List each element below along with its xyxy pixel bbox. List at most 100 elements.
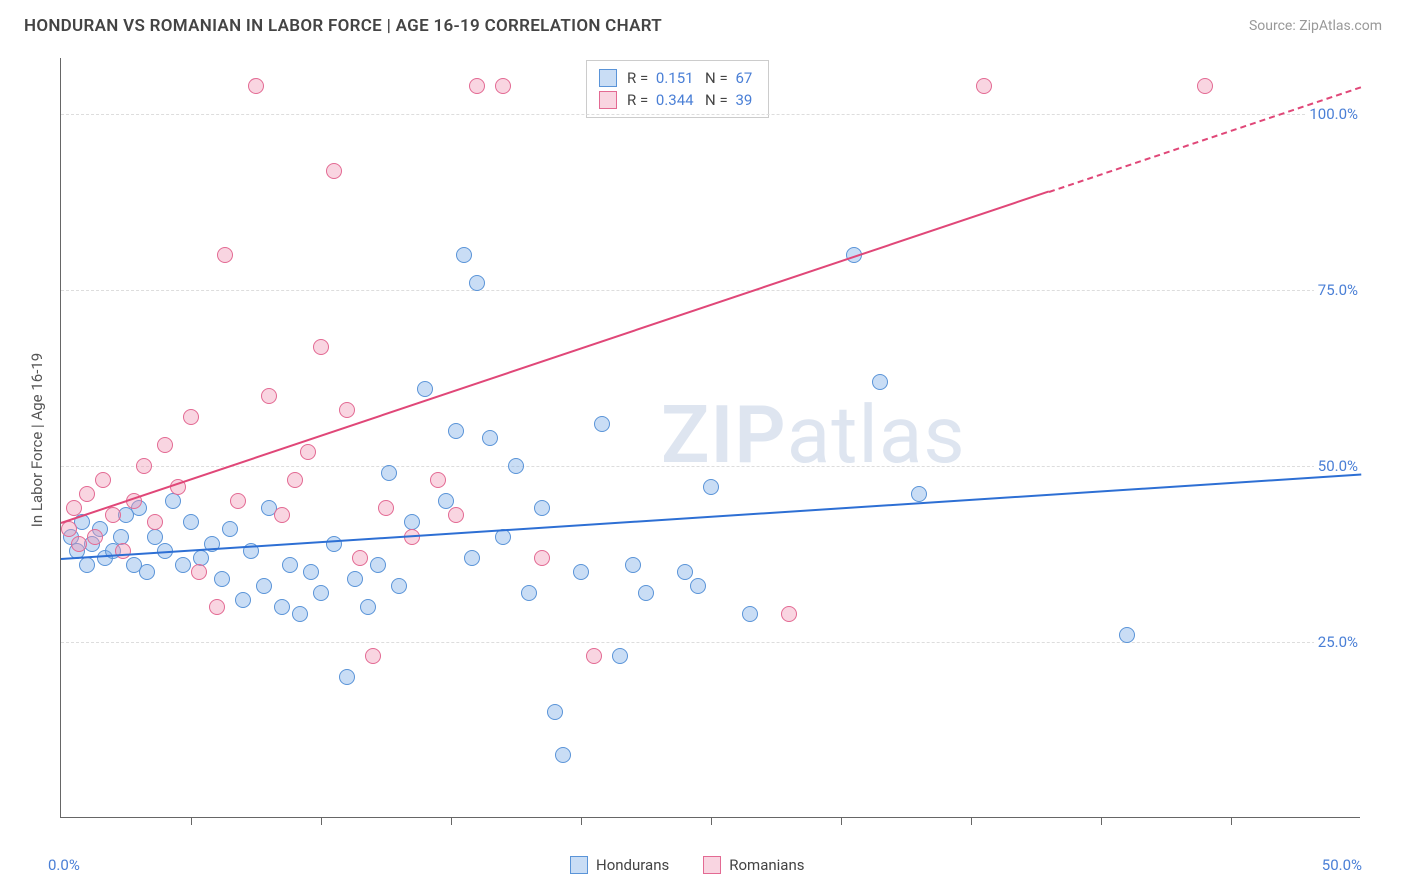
data-point [248,78,264,94]
gridline [61,466,1360,467]
data-point [438,493,454,509]
data-point [230,493,246,509]
gridline [61,114,1360,115]
data-point [1119,627,1135,643]
data-point [217,247,233,263]
data-point [139,564,155,580]
trend-line [1049,86,1362,193]
data-point [638,585,654,601]
data-point [183,409,199,425]
data-point [209,599,225,615]
legend: Hondurans Romanians [570,856,804,874]
data-point [326,536,342,552]
data-point [534,550,550,566]
data-point [274,599,290,615]
data-point [703,479,719,495]
data-point [555,747,571,763]
data-point [313,339,329,355]
scatter-plot: ZIPatlas R = 0.151 N = 67R = 0.344 N = 3… [60,58,1360,818]
data-point [482,430,498,446]
data-point [742,606,758,622]
x-tick [1101,817,1102,825]
x-axis-origin: 0.0% [48,856,80,874]
gridline [61,290,1360,291]
data-point [448,423,464,439]
data-point [469,78,485,94]
data-point [157,437,173,453]
data-point [495,78,511,94]
legend-item: Romanians [703,856,804,874]
data-point [282,557,298,573]
data-point [256,578,272,594]
data-point [976,78,992,94]
data-point [191,564,207,580]
data-point [1197,78,1213,94]
chart-title: HONDURAN VS ROMANIAN IN LABOR FORCE | AG… [24,16,662,36]
data-point [352,550,368,566]
data-point [547,704,563,720]
data-point [175,557,191,573]
data-point [274,507,290,523]
x-tick [841,817,842,825]
data-point [339,669,355,685]
data-point [292,606,308,622]
data-point [347,571,363,587]
data-point [95,472,111,488]
x-tick [191,817,192,825]
data-point [105,507,121,523]
data-point [417,381,433,397]
data-point [61,521,77,537]
data-point [612,648,628,664]
data-point [87,529,103,545]
data-point [781,606,797,622]
legend-swatch [703,856,721,874]
data-point [313,585,329,601]
data-point [79,557,95,573]
data-point [456,247,472,263]
data-point [235,592,251,608]
data-point [508,458,524,474]
data-point [326,163,342,179]
data-point [378,500,394,516]
data-point [586,648,602,664]
y-axis-label: In Labor Force | Age 16-19 [28,353,46,527]
data-point [690,578,706,594]
trend-line [61,191,1050,524]
x-tick [451,817,452,825]
data-point [370,557,386,573]
x-tick [711,817,712,825]
x-axis-max: 50.0% [1322,856,1362,874]
x-tick [971,817,972,825]
data-point [430,472,446,488]
data-point [261,388,277,404]
data-point [303,564,319,580]
data-point [300,444,316,460]
data-point [66,500,82,516]
watermark: ZIPatlas [661,388,966,482]
y-tick-label: 50.0% [1314,457,1362,475]
legend-swatch [570,856,588,874]
data-point [448,507,464,523]
stats-row: R = 0.344 N = 39 [599,89,756,111]
data-point [183,514,199,530]
data-point [214,571,230,587]
data-point [625,557,641,573]
data-point [391,578,407,594]
x-tick [1231,817,1232,825]
data-point [594,416,610,432]
data-point [147,529,163,545]
legend-swatch [599,69,617,87]
x-tick [581,817,582,825]
data-point [911,486,927,502]
data-point [222,521,238,537]
data-point [677,564,693,580]
data-point [573,564,589,580]
stats-row: R = 0.151 N = 67 [599,67,756,89]
data-point [136,458,152,474]
legend-label: Hondurans [596,856,669,874]
y-tick-label: 75.0% [1314,281,1362,299]
data-point [71,536,87,552]
data-point [464,550,480,566]
data-point [534,500,550,516]
data-point [521,585,537,601]
